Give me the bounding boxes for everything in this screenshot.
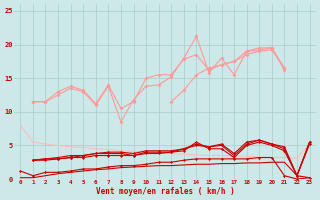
X-axis label: Vent moyen/en rafales ( km/h ): Vent moyen/en rafales ( km/h ) (96, 187, 234, 196)
